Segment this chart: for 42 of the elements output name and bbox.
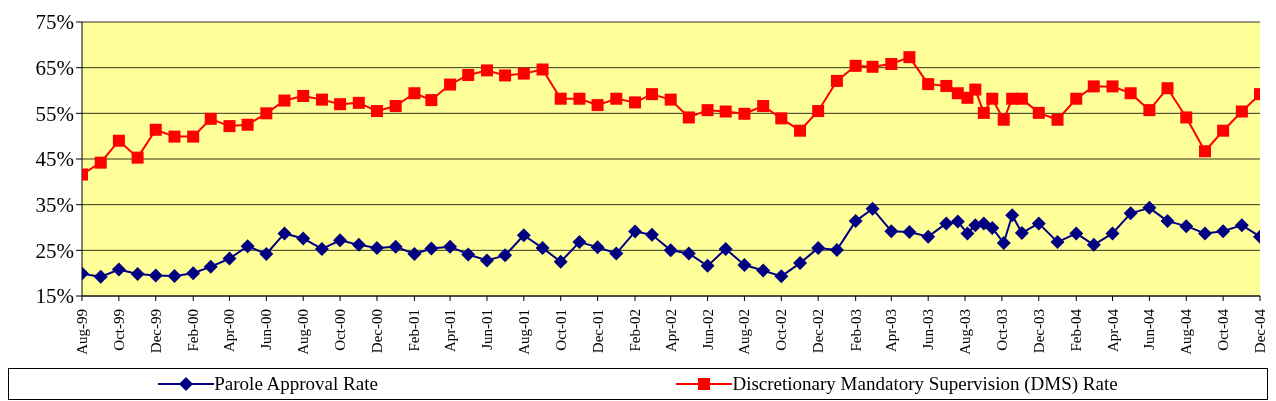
x-tick-label: Jun-04	[1141, 308, 1158, 350]
y-tick-label: 35%	[35, 193, 74, 218]
x-tick-label: Oct-04	[1215, 308, 1232, 351]
x-tick-label: Aug-99	[74, 309, 90, 355]
x-tick-label: Aug-02	[736, 309, 753, 355]
x-tick-label: Dec-03	[1030, 309, 1047, 354]
y-tick-label: 25%	[35, 238, 74, 263]
x-tick-label: Feb-04	[1068, 308, 1085, 352]
y-tick-label: 65%	[35, 56, 74, 81]
y-tick-label: 45%	[35, 147, 74, 172]
x-tick-label: Oct-99	[110, 309, 127, 351]
x-tick-label: Dec-99	[147, 309, 164, 354]
x-tick-label: Dec-02	[810, 309, 827, 354]
x-tick-label: Feb-01	[406, 309, 423, 352]
x-tick-label: Feb-00	[185, 309, 202, 352]
x-tick-label: Jun-01	[478, 309, 495, 350]
x-tick-label: Dec-01	[589, 309, 606, 354]
x-tick-label: Aug-00	[295, 309, 312, 355]
x-tick-label: Oct-03	[993, 309, 1010, 351]
legend-label: Parole Approval Rate	[214, 373, 378, 395]
x-tick-label: Jun-00	[258, 309, 275, 350]
x-tick-label: Jun-02	[699, 309, 716, 350]
x-tick-label: Dec-04	[1252, 308, 1268, 354]
x-tick-label: Apr-02	[662, 309, 679, 353]
y-tick-label: 75%	[35, 10, 74, 35]
legend-label: Discretionary Mandatory Supervision (DMS) Rate	[732, 373, 1118, 395]
y-tick-label: 55%	[35, 101, 74, 126]
x-tick-label: Oct-02	[773, 309, 790, 351]
y-tick-label: 15%	[35, 284, 74, 309]
x-tick-label: Apr-04	[1104, 308, 1121, 353]
x-tick-label: Feb-03	[847, 309, 864, 352]
x-tick-label: Aug-04	[1178, 308, 1195, 355]
x-tick-label: Feb-02	[627, 309, 644, 352]
x-tick-label: Dec-00	[368, 309, 385, 354]
x-tick-label: Aug-01	[515, 309, 532, 355]
x-tick-label: Apr-01	[442, 309, 459, 353]
x-tick-label: Aug-03	[957, 309, 974, 355]
x-tick-label: Oct-00	[332, 309, 349, 351]
x-tick-label: Apr-03	[883, 309, 900, 353]
x-tick-label: Oct-01	[552, 309, 569, 351]
x-tick-label: Apr-00	[221, 309, 238, 353]
x-tick-label: Jun-03	[920, 309, 937, 350]
